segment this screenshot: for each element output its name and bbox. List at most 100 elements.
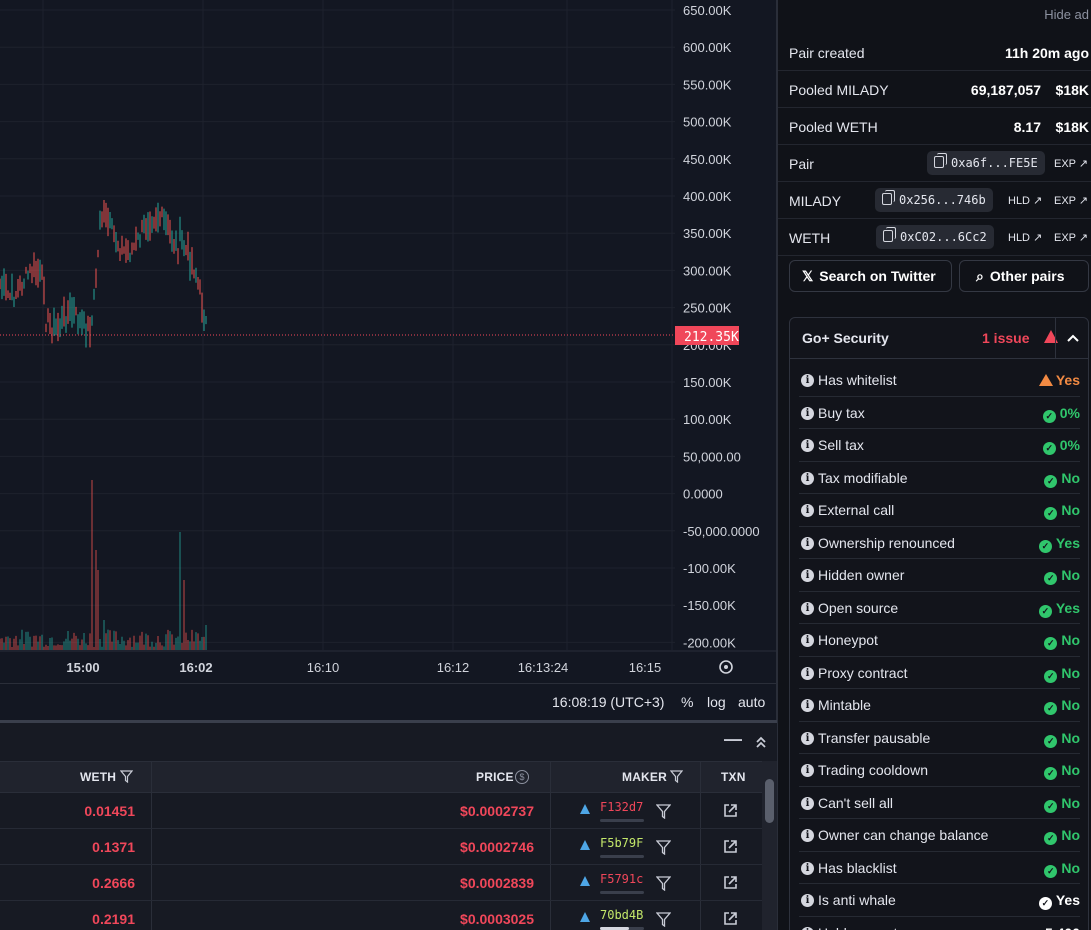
external-link-icon[interactable] bbox=[723, 875, 738, 890]
security-item-label: Proxy contract bbox=[818, 664, 908, 681]
security-item[interactable]: i Ownership renounced ✓ Yes bbox=[799, 527, 1080, 559]
external-link-icon[interactable] bbox=[723, 911, 738, 926]
security-item[interactable]: i Is anti whale ✓ Yes bbox=[799, 884, 1080, 917]
minimize-icon[interactable]: — bbox=[724, 729, 742, 749]
table-row[interactable]: 0.2666 $0.0002839 F5791c bbox=[0, 865, 762, 901]
security-item[interactable]: i Has blacklist ✓ No bbox=[799, 852, 1080, 884]
percent-toggle[interactable]: % bbox=[681, 694, 694, 710]
exp-label: EXP bbox=[1054, 232, 1076, 244]
info-icon[interactable]: i bbox=[801, 861, 814, 875]
info-icon[interactable]: i bbox=[801, 601, 814, 615]
security-item[interactable]: i Has whitelist Yes bbox=[799, 364, 1080, 397]
hide-ad-link[interactable]: Hide ad bbox=[1044, 7, 1089, 22]
expand-icon[interactable] bbox=[755, 736, 767, 748]
weth-holders-link[interactable]: HLD ↗ bbox=[1008, 231, 1042, 244]
table-row[interactable]: 0.01451 $0.0002737 F132d7 bbox=[0, 793, 762, 829]
chevron-up-icon[interactable] bbox=[1067, 333, 1079, 343]
y-tick-label: -200.00K bbox=[683, 635, 736, 650]
milady-holders-link[interactable]: HLD ↗ bbox=[1008, 194, 1042, 207]
filter-icon[interactable] bbox=[656, 876, 671, 891]
milady-explorer-link[interactable]: EXP ↗ bbox=[1054, 194, 1088, 207]
external-link-icon[interactable] bbox=[723, 803, 738, 818]
security-item[interactable]: i Buy tax ✓ 0% bbox=[799, 397, 1080, 429]
filter-icon[interactable] bbox=[656, 840, 671, 855]
search-twitter-button[interactable]: 𝕏 Search on Twitter bbox=[789, 260, 952, 292]
scroll-thumb[interactable] bbox=[765, 779, 774, 823]
info-icon[interactable]: i bbox=[801, 894, 814, 907]
maker-address[interactable]: F5791c bbox=[600, 872, 644, 886]
info-icon[interactable]: i bbox=[801, 764, 814, 777]
security-item-value-wrap: ✓ No bbox=[1044, 730, 1080, 748]
trades-table: — WETH PRICE $ MAKER TXN 0.01451 $0.00027… bbox=[0, 723, 777, 930]
security-item-label: Sell tax bbox=[818, 437, 864, 453]
horizontal-divider[interactable] bbox=[0, 720, 777, 723]
info-icon[interactable]: i bbox=[801, 829, 814, 842]
info-icon[interactable]: i bbox=[801, 634, 814, 647]
info-icon[interactable]: i bbox=[801, 374, 814, 387]
external-link-icon[interactable] bbox=[723, 839, 738, 854]
filter-icon[interactable] bbox=[120, 770, 133, 783]
pair-explorer-link[interactable]: EXP ↗ bbox=[1054, 157, 1088, 170]
col-maker[interactable]: MAKER bbox=[622, 770, 667, 784]
search-icon: ⌕ bbox=[976, 268, 984, 284]
chart-toolbar: 16:08:19 (UTC+3) % log auto bbox=[0, 683, 777, 720]
info-icon[interactable]: i bbox=[801, 406, 814, 420]
security-item[interactable]: i Trading cooldown ✓ No bbox=[799, 754, 1080, 787]
y-tick-label: 600.00K bbox=[683, 40, 732, 55]
gear-icon[interactable] bbox=[719, 660, 733, 674]
table-scrollbar[interactable] bbox=[762, 761, 777, 930]
info-icon[interactable]: i bbox=[801, 536, 814, 550]
info-icon[interactable]: i bbox=[801, 926, 814, 930]
info-icon[interactable]: i bbox=[801, 796, 814, 810]
security-item[interactable]: i Sell tax ✓ 0% bbox=[799, 429, 1080, 462]
vertical-divider[interactable] bbox=[776, 0, 778, 930]
info-icon[interactable]: i bbox=[801, 471, 814, 485]
other-pairs-button[interactable]: ⌕ Other pairs bbox=[959, 260, 1089, 292]
info-icon[interactable]: i bbox=[801, 666, 814, 680]
info-icon[interactable]: i bbox=[801, 569, 814, 582]
security-item[interactable]: i Open source ✓ Yes bbox=[799, 592, 1080, 624]
log-toggle[interactable]: log bbox=[707, 694, 726, 710]
info-icon[interactable]: i bbox=[801, 731, 814, 745]
security-item[interactable]: i Transfer pausable ✓ No bbox=[799, 722, 1080, 754]
table-row[interactable]: 0.2191 $0.0003025 70bd4B bbox=[0, 901, 762, 930]
table-row[interactable]: 0.1371 $0.0002746 F5b79F bbox=[0, 829, 762, 865]
milady-address-copy[interactable]: 0x256...746b bbox=[875, 188, 993, 212]
security-item-label: Has whitelist bbox=[818, 372, 897, 388]
info-icon[interactable]: i bbox=[801, 439, 814, 452]
price-chart[interactable]: 650.00K 600.00K 550.00K 500.00K 450.00K 400.0… bbox=[0, 0, 777, 720]
pair-address-copy[interactable]: 0xa6f...FE5E bbox=[927, 151, 1045, 175]
weth-address-copy[interactable]: 0xC02...6Cc2 bbox=[876, 225, 994, 249]
dollar-icon[interactable]: $ bbox=[515, 770, 529, 784]
security-item[interactable]: i Proxy contract ✓ No bbox=[799, 657, 1080, 689]
security-item-value: No bbox=[1061, 794, 1080, 811]
col-price[interactable]: PRICE bbox=[476, 770, 514, 784]
security-item[interactable]: i Hidden owner ✓ No bbox=[799, 559, 1080, 592]
info-icon[interactable]: i bbox=[801, 504, 814, 517]
filter-icon[interactable] bbox=[670, 770, 683, 783]
filter-icon[interactable] bbox=[656, 912, 671, 927]
chart-time: 16:08:19 (UTC+3) bbox=[552, 694, 665, 710]
maker-holding-bar bbox=[600, 891, 644, 894]
security-item[interactable]: i Honeypot ✓ No bbox=[799, 624, 1080, 657]
security-item[interactable]: i Tax modifiable ✓ No bbox=[799, 462, 1080, 494]
security-item[interactable]: i Can't sell all ✓ No bbox=[799, 787, 1080, 819]
maker-address[interactable]: F5b79F bbox=[600, 836, 644, 850]
info-icon[interactable]: i bbox=[801, 699, 814, 712]
chart-canvas[interactable]: 650.00K 600.00K 550.00K 500.00K 450.00K 400.0… bbox=[0, 0, 777, 683]
weth-explorer-link[interactable]: EXP ↗ bbox=[1054, 231, 1088, 244]
security-item[interactable]: i External call ✓ No bbox=[799, 494, 1080, 527]
maker-address[interactable]: F132d7 bbox=[600, 800, 644, 814]
hld-label: HLD bbox=[1008, 195, 1031, 207]
maker-address[interactable]: 70bd4B bbox=[600, 908, 644, 922]
security-item[interactable]: i Holder count 5,400 bbox=[799, 917, 1080, 930]
col-txn[interactable]: TXN bbox=[721, 770, 746, 784]
auto-toggle[interactable]: auto bbox=[738, 694, 766, 710]
security-item[interactable]: i Owner can change balance ✓ No bbox=[799, 819, 1080, 852]
security-header[interactable]: Go+ Security 1 issue bbox=[790, 318, 1088, 359]
pair-address: 0xa6f...FE5E bbox=[951, 156, 1038, 170]
col-weth[interactable]: WETH bbox=[80, 770, 117, 784]
pair-label: Pair bbox=[789, 156, 814, 172]
filter-icon[interactable] bbox=[656, 804, 671, 819]
security-item[interactable]: i Mintable ✓ No bbox=[799, 689, 1080, 722]
